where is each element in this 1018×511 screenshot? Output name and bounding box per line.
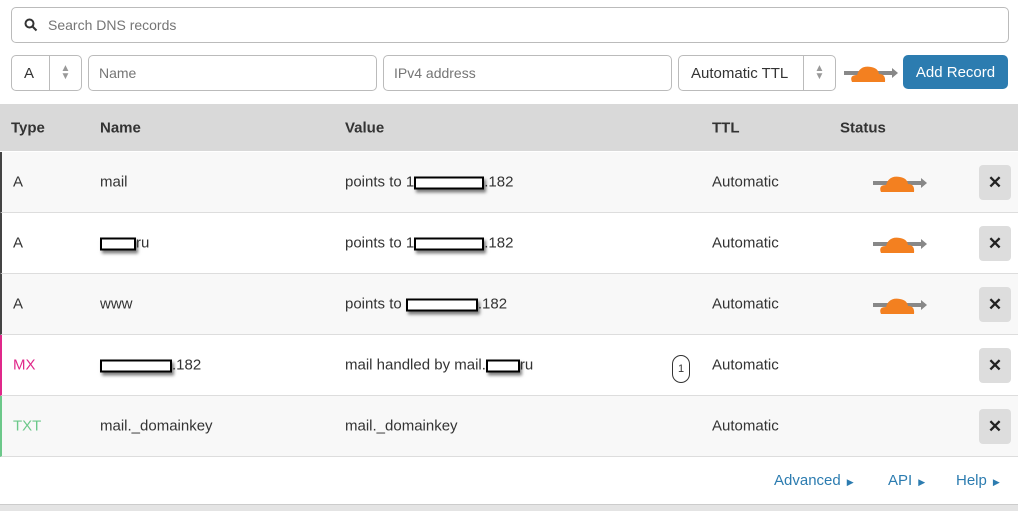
delete-record-button[interactable]: ✕ xyxy=(979,165,1011,200)
api-link[interactable]: API ▶ xyxy=(888,472,925,489)
close-icon: ✕ xyxy=(987,416,1003,436)
record-ttl[interactable]: Automatic xyxy=(712,356,779,374)
search-bar[interactable] xyxy=(11,7,1009,43)
value-field[interactable] xyxy=(383,55,672,91)
advanced-link[interactable]: Advanced ▶ xyxy=(774,472,854,489)
redaction xyxy=(414,237,485,251)
caret-right-icon: ▶ xyxy=(846,477,854,487)
col-name: Name xyxy=(100,119,141,136)
col-value: Value xyxy=(345,119,385,136)
value-text: points to xyxy=(345,295,406,313)
api-label: API xyxy=(888,472,913,489)
table-header: Type Name Value TTL Status xyxy=(0,104,1018,151)
close-icon: ✕ xyxy=(987,355,1003,375)
record-type: TXT xyxy=(13,417,42,435)
value-text-suffix: .182 xyxy=(484,234,514,252)
record-type: MX xyxy=(13,356,36,374)
search-input[interactable] xyxy=(48,17,948,33)
type-select-value: A xyxy=(24,64,35,82)
record-name: mail._domainkey xyxy=(100,418,213,435)
name-field[interactable] xyxy=(88,55,377,91)
record-ttl[interactable]: Automatic xyxy=(712,417,779,435)
record-name: www xyxy=(100,296,133,313)
redaction xyxy=(485,359,520,373)
close-icon: ✕ xyxy=(987,172,1003,192)
record-name: mail xyxy=(100,174,128,191)
updown-icon: ▲ ▼ xyxy=(803,56,835,90)
record-ttl[interactable]: Automatic xyxy=(712,234,779,252)
record-type: A xyxy=(13,295,24,313)
name-text-suffix: ru xyxy=(136,234,150,252)
name-text: mail xyxy=(100,173,128,191)
caret-right-icon: ▶ xyxy=(992,477,1000,487)
value-text: mail handled by mail. xyxy=(345,356,486,374)
add-record-button[interactable]: Add Record xyxy=(903,55,1008,89)
record-value: mail._domainkey xyxy=(345,418,458,435)
record-type: A xyxy=(13,173,24,191)
caret-right-icon: ▶ xyxy=(918,477,926,487)
delete-record-button[interactable]: ✕ xyxy=(979,287,1011,322)
proxied-cloud-icon[interactable] xyxy=(873,172,927,194)
delete-record-button[interactable]: ✕ xyxy=(979,348,1011,383)
dns-record-row[interactable]: MX .182 mail handled by mail. ru 1 Automa… xyxy=(0,335,1018,396)
value-text-suffix: ru xyxy=(519,356,534,374)
record-ttl[interactable]: Automatic xyxy=(712,295,779,313)
value-text-suffix: .182 xyxy=(477,295,508,313)
ipv4-input[interactable] xyxy=(384,65,671,81)
updown-icon: ▲ ▼ xyxy=(49,56,81,90)
col-ttl: TTL xyxy=(712,119,740,136)
help-label: Help xyxy=(956,472,987,489)
bottom-edge xyxy=(0,504,1018,511)
value-text: mail._domainkey xyxy=(345,417,458,435)
dns-record-row[interactable]: TXT mail._domainkey mail._domainkey Auto… xyxy=(0,396,1018,457)
search-icon xyxy=(24,18,38,32)
record-ttl[interactable]: Automatic xyxy=(712,173,779,191)
help-link[interactable]: Help ▶ xyxy=(956,472,1000,489)
col-type: Type xyxy=(11,119,45,136)
delete-record-button[interactable]: ✕ xyxy=(979,409,1011,444)
ttl-select[interactable]: Automatic TTL ▲ ▼ xyxy=(678,55,836,91)
record-type: A xyxy=(13,234,24,252)
record-value: mail handled by mail. ru xyxy=(345,357,533,374)
name-text: www xyxy=(100,295,133,313)
delete-record-button[interactable]: ✕ xyxy=(979,226,1011,261)
close-icon: ✕ xyxy=(987,233,1003,253)
record-value: points to 1 .182 xyxy=(345,174,513,191)
dns-record-row[interactable]: A www points to .182 Automatic ✕ xyxy=(0,274,1018,335)
record-value: points to 1 .182 xyxy=(345,235,513,252)
record-value: points to .182 xyxy=(345,296,507,313)
type-select[interactable]: A ▲ ▼ xyxy=(11,55,82,91)
record-name: .182 xyxy=(100,357,201,374)
proxied-cloud-icon[interactable] xyxy=(873,294,927,316)
name-text-suffix: .182 xyxy=(172,356,202,374)
col-status: Status xyxy=(840,119,886,136)
proxy-cloud-toggle-icon[interactable] xyxy=(844,62,898,84)
redaction xyxy=(405,298,478,312)
dns-record-row[interactable]: A ru points to 1 .182 Automatic ✕ xyxy=(0,213,1018,274)
ttl-select-value: Automatic TTL xyxy=(691,64,789,82)
priority-badge: 1 xyxy=(672,355,690,383)
redaction xyxy=(100,237,136,251)
value-text: points to 1 xyxy=(345,234,415,252)
redaction xyxy=(100,359,172,373)
name-text: mail._domainkey xyxy=(100,417,213,435)
value-text-suffix: .182 xyxy=(484,173,514,191)
close-icon: ✕ xyxy=(987,294,1003,314)
value-text: points to 1 xyxy=(345,173,415,191)
advanced-label: Advanced xyxy=(774,472,841,489)
record-name: ru xyxy=(100,235,149,252)
name-input[interactable] xyxy=(89,65,376,81)
redaction xyxy=(414,176,485,190)
dns-record-row[interactable]: A mail points to 1 .182 Automatic ✕ xyxy=(0,152,1018,213)
proxied-cloud-icon[interactable] xyxy=(873,233,927,255)
